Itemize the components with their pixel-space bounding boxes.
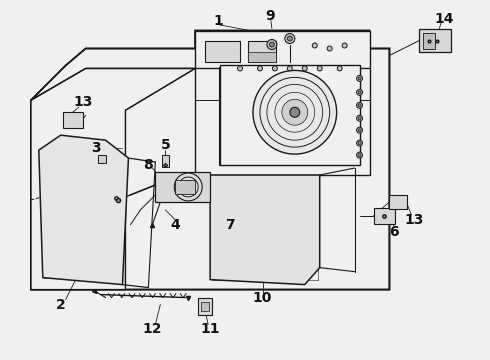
Bar [175, 180, 195, 194]
Text: 9: 9 [265, 9, 275, 23]
Bar [155, 172, 210, 202]
Bar [205, 41, 240, 62]
Circle shape [312, 43, 317, 48]
Text: 2: 2 [56, 297, 66, 311]
Bar [201, 302, 209, 311]
Bar [220, 66, 360, 165]
Circle shape [358, 104, 361, 107]
Circle shape [327, 46, 332, 51]
Circle shape [358, 91, 361, 94]
Text: 7: 7 [225, 218, 235, 232]
Circle shape [357, 75, 363, 81]
Circle shape [186, 184, 191, 189]
Circle shape [270, 42, 274, 47]
Circle shape [358, 154, 361, 157]
Circle shape [287, 36, 293, 41]
Circle shape [357, 102, 363, 108]
Bar [198, 298, 212, 315]
Circle shape [253, 71, 337, 154]
Circle shape [257, 66, 263, 71]
Bar [419, 28, 451, 53]
Text: 14: 14 [435, 12, 454, 26]
Circle shape [357, 127, 363, 133]
Circle shape [272, 66, 277, 71]
Text: 6: 6 [390, 225, 399, 239]
Circle shape [357, 140, 363, 146]
Circle shape [358, 141, 361, 145]
Text: 1: 1 [213, 14, 223, 28]
Polygon shape [31, 31, 390, 289]
Circle shape [342, 43, 347, 48]
Circle shape [358, 77, 361, 80]
Text: 4: 4 [171, 218, 180, 232]
Bar [423, 32, 435, 49]
Bar [63, 112, 83, 128]
Bar [248, 41, 276, 62]
Circle shape [302, 66, 307, 71]
Circle shape [287, 66, 293, 71]
Circle shape [290, 107, 300, 117]
Bar [390, 195, 407, 209]
Circle shape [238, 66, 243, 71]
Bar [98, 155, 105, 163]
Polygon shape [210, 175, 319, 285]
Circle shape [357, 89, 363, 95]
Circle shape [358, 129, 361, 132]
Circle shape [357, 115, 363, 121]
Text: 8: 8 [144, 158, 153, 172]
Bar [162, 155, 169, 167]
Circle shape [174, 173, 202, 201]
Circle shape [267, 40, 277, 50]
Circle shape [358, 117, 361, 120]
Text: 11: 11 [200, 323, 220, 337]
Text: 10: 10 [252, 291, 271, 305]
Polygon shape [39, 135, 128, 285]
Bar [373, 208, 395, 224]
Text: 13: 13 [73, 95, 92, 109]
Bar [248, 53, 276, 62]
Text: 12: 12 [143, 323, 162, 337]
Circle shape [282, 99, 308, 125]
Circle shape [337, 66, 342, 71]
Circle shape [285, 33, 295, 44]
Text: 3: 3 [91, 141, 100, 155]
Polygon shape [31, 68, 195, 289]
Text: 13: 13 [405, 213, 424, 227]
Circle shape [357, 152, 363, 158]
Bar [195, 31, 369, 175]
Text: 5: 5 [160, 138, 170, 152]
Circle shape [317, 66, 322, 71]
